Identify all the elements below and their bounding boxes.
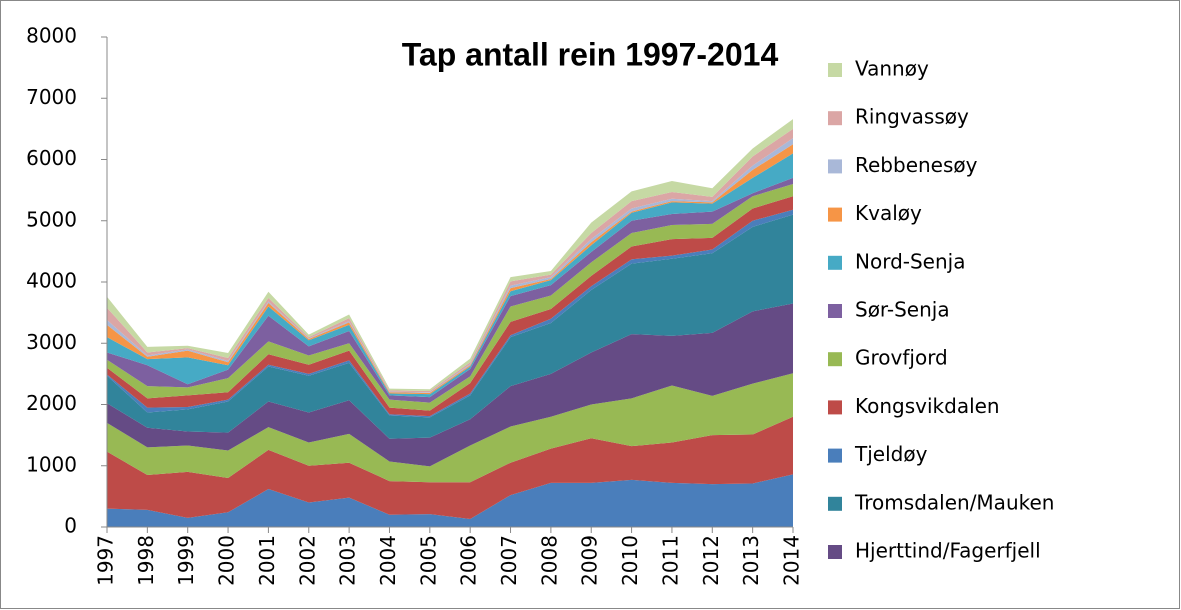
x-tick-label: 2004 [376, 535, 400, 586]
y-tick-label: 2000 [26, 391, 77, 415]
legend-swatch [828, 545, 842, 559]
x-tick-label: 2011 [658, 535, 682, 586]
legend-swatch [828, 63, 842, 77]
legend-label: Tromsdalen/Mauken [854, 490, 1054, 514]
x-tick-label: 2001 [255, 535, 279, 586]
legend-swatch [828, 352, 842, 367]
x-tick-label: 1999 [174, 535, 198, 586]
x-tick-label: 2008 [537, 535, 561, 586]
y-tick-label: 4000 [26, 269, 77, 293]
legend-label: Nord-Senja [855, 249, 965, 273]
chart-title: Tap antall rein 1997-2014 [402, 36, 779, 72]
legend-label: Rebbenesøy [855, 153, 978, 177]
legend-label: Tjeldøy [854, 442, 928, 466]
x-tick-label: 2005 [416, 535, 440, 586]
x-tick-label: 2002 [295, 535, 319, 586]
legend-label: Hjerttind/Fagerfjell [855, 539, 1041, 563]
area [107, 214, 793, 439]
x-tick-label: 2012 [699, 535, 723, 586]
x-tick-label: 1998 [134, 535, 158, 586]
legend-label: Sør-Senja [855, 298, 950, 322]
x-tick-label: 2000 [215, 535, 239, 586]
plot-area [107, 119, 793, 527]
x-tick-label: 2010 [618, 535, 642, 586]
legend-swatch [828, 207, 842, 222]
x-tick-label: 2009 [578, 535, 602, 586]
legend-label: Kongsvikdalen [855, 394, 1000, 418]
area [107, 474, 793, 527]
x-tick-label: 2014 [780, 535, 804, 586]
x-tick-label: 2006 [457, 535, 481, 586]
legend-swatch [828, 448, 842, 463]
legend-label: Kvaløy [855, 201, 922, 225]
y-tick-label: 0 [64, 514, 77, 538]
legend-label: Vannøy [855, 57, 929, 81]
y-tick-label: 8000 [26, 24, 77, 48]
x-tick-label: 1997 [94, 535, 118, 586]
x-tick-label: 2007 [497, 535, 521, 586]
x-tick-label: 2003 [336, 535, 360, 586]
y-tick-label: 5000 [26, 207, 77, 231]
area [107, 196, 793, 417]
area [107, 184, 793, 411]
area [107, 303, 793, 467]
legend-swatch [828, 496, 842, 511]
legend-label: Grovfjord [855, 346, 948, 370]
y-tick-label: 3000 [26, 330, 77, 354]
area [107, 177, 793, 403]
legend-label: Ringvassøy [855, 105, 969, 129]
legend-swatch [828, 159, 842, 174]
legend-swatch [828, 304, 842, 318]
legend-swatch [828, 400, 842, 415]
area [107, 153, 793, 398]
x-tick-label: 2013 [739, 535, 763, 586]
legend-swatch [828, 255, 842, 270]
area [107, 416, 793, 520]
y-tick-label: 7000 [26, 85, 77, 109]
area [107, 373, 793, 483]
y-tick-label: 1000 [26, 452, 77, 476]
legend-swatch [828, 111, 842, 126]
y-tick-label: 6000 [26, 146, 77, 170]
